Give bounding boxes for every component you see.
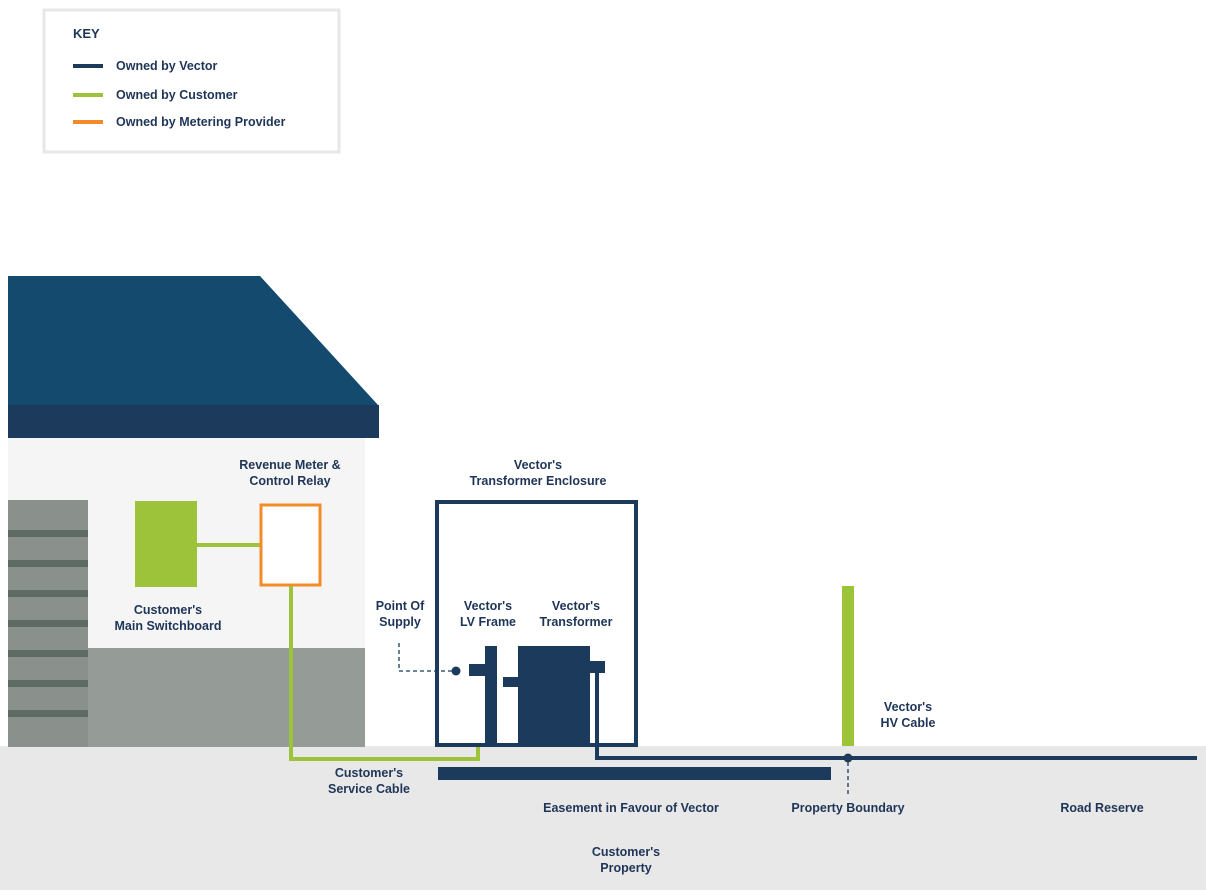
label-easement: Easement in Favour of Vector (543, 801, 719, 815)
label-revenue-meter-2: Control Relay (249, 474, 330, 488)
label-hv-cable-1: Vector's (884, 700, 932, 714)
point-of-supply-leader (398, 643, 452, 672)
brick-lines (8, 530, 88, 717)
lv-frame-post (485, 646, 497, 745)
customer-pole (842, 586, 854, 746)
label-enclosure-1: Vector's (514, 458, 562, 472)
label-transformer-2: Transformer (540, 615, 613, 629)
revenue-meter (259, 503, 322, 587)
easement-bar (438, 767, 831, 780)
label-road-reserve: Road Reserve (1060, 801, 1143, 815)
label-customer-property-2: Property (600, 861, 651, 875)
label-property-boundary: Property Boundary (791, 801, 904, 815)
lv-frame-bar (469, 664, 497, 676)
label-customer-property-1: Customer's (592, 845, 660, 859)
hv-cable (595, 672, 1197, 760)
transformer-hv-terminal (588, 661, 605, 673)
main-switchboard (135, 501, 197, 587)
label-service-cable-1: Customer's (335, 766, 403, 780)
label-enclosure-2: Transformer Enclosure (470, 474, 607, 488)
roof-eave (8, 405, 379, 438)
legend-swatch-customer (73, 93, 103, 97)
legend-label-metering: Owned by Metering Provider (116, 115, 286, 129)
label-hv-cable-2: HV Cable (881, 716, 936, 730)
label-lv-frame-1: Vector's (464, 599, 512, 613)
legend-swatch-vector (73, 64, 103, 68)
label-switchboard-2: Main Switchboard (115, 619, 222, 633)
legend-title: KEY (73, 26, 100, 41)
label-transformer-1: Vector's (552, 599, 600, 613)
label-point-of-supply-2: Supply (379, 615, 421, 629)
legend-label-customer: Owned by Customer (116, 88, 238, 102)
house-base (88, 648, 365, 747)
transformer (518, 646, 590, 745)
legend-box (42, 8, 341, 154)
label-point-of-supply-1: Point Of (376, 599, 425, 613)
legend-swatch-metering (73, 120, 103, 124)
legend-label-vector: Owned by Vector (116, 59, 218, 73)
legend: KEY Owned by Vector Owned by Customer Ow… (42, 8, 341, 154)
roof (8, 276, 378, 405)
label-switchboard-1: Customer's (134, 603, 202, 617)
point-of-supply-dot (451, 666, 461, 676)
transformer-lv-terminal (503, 677, 521, 687)
label-revenue-meter-1: Revenue Meter & (239, 458, 340, 472)
property-boundary-dot (843, 753, 853, 763)
label-service-cable-2: Service Cable (328, 782, 410, 796)
label-lv-frame-2: LV Frame (460, 615, 516, 629)
house (8, 276, 379, 747)
